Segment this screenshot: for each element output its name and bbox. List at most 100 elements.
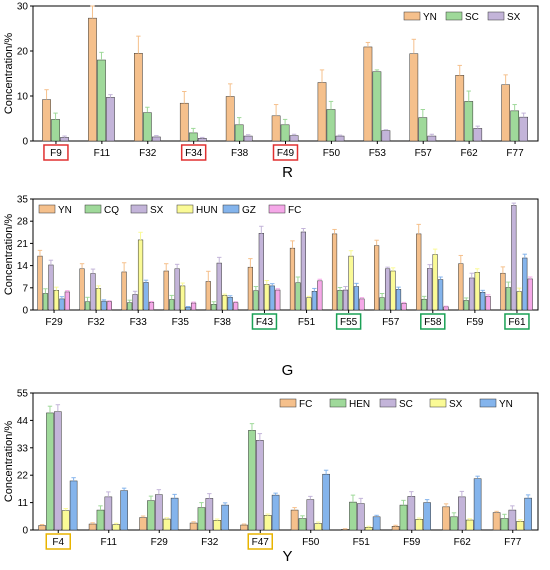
category-label: F77 <box>506 148 524 159</box>
legend-swatch-SX <box>429 398 447 408</box>
bar-FC-F29 <box>139 517 147 531</box>
category-label: F38 <box>214 317 232 328</box>
bar-YN-F38 <box>205 281 211 311</box>
bar-SC-F50 <box>306 499 315 531</box>
bar-FC-F59 <box>391 526 400 531</box>
bar-FC-F43 <box>275 289 281 311</box>
y-tick-label: 0 <box>22 137 28 148</box>
y-tick-label: 0 <box>22 526 28 537</box>
bar-HUN-F61 <box>516 291 522 311</box>
category-label: F32 <box>139 148 157 159</box>
y-tick-label: 0 <box>22 306 28 317</box>
bar-FC-F61 <box>527 278 533 311</box>
bar-CQ-F38 <box>211 304 217 311</box>
bar-SC-F11 <box>97 59 106 142</box>
legend-label: SX <box>150 205 164 216</box>
bar-FC-F35 <box>190 302 197 311</box>
bar-SC-F51 <box>357 503 365 531</box>
bar-SX-F61 <box>511 205 517 311</box>
category-label: F29 <box>151 537 169 548</box>
bar-SC-F4 <box>54 411 62 531</box>
category-label: F34 <box>185 148 203 159</box>
category-highlight-box <box>43 144 69 161</box>
bar-GZ-F61 <box>522 257 528 311</box>
category-highlight-box <box>45 533 71 550</box>
legend-swatch-CQ <box>84 204 102 214</box>
y-tick-label: 30 <box>17 2 29 13</box>
category-label: F61 <box>508 317 526 328</box>
bar-GZ-F35 <box>185 306 191 311</box>
legend-label: HUN <box>196 205 218 216</box>
bar-GZ-F59 <box>480 291 486 311</box>
bar-HUN-F55 <box>348 255 354 311</box>
bar-YN-F58 <box>416 233 422 311</box>
category-label: F29 <box>45 317 63 328</box>
bar-SX-F4 <box>61 510 70 531</box>
bar-HUN-F43 <box>264 284 270 311</box>
plot-frame <box>32 198 539 311</box>
bar-FC-F59 <box>485 296 491 311</box>
bar-SX-F57 <box>384 268 391 311</box>
y-tick-label: 28 <box>17 217 29 228</box>
category-label: F11 <box>94 148 111 159</box>
bar-GZ-F58 <box>438 279 444 311</box>
bar-HUN-F59 <box>474 272 480 311</box>
bar-YN-F50 <box>317 82 327 142</box>
bar-GZ-F55 <box>353 286 360 311</box>
legend-label: YN <box>423 12 437 23</box>
category-label: F43 <box>256 317 274 328</box>
category-label: F51 <box>298 317 316 328</box>
bar-SC-F62 <box>464 101 474 142</box>
bar-YN-F57 <box>409 53 419 142</box>
bar-SC-F57 <box>418 117 428 142</box>
panel-label: Y <box>282 548 292 565</box>
bar-HUN-F33 <box>137 239 144 311</box>
category-label: F9 <box>50 148 62 159</box>
bar-YN-F62 <box>473 478 482 531</box>
bar-YN-F51 <box>372 516 381 531</box>
category-label: F62 <box>454 537 472 548</box>
bar-SX-F11 <box>112 524 121 531</box>
bar-SX-F50 <box>335 135 345 142</box>
bar-HUN-F58 <box>432 254 438 311</box>
category-label: F11 <box>101 537 118 548</box>
bar-YN-F59 <box>458 263 464 311</box>
bar-SX-F77 <box>516 521 525 531</box>
bar-YN-F9 <box>42 99 51 142</box>
bar-FC-F4 <box>38 525 46 531</box>
bar-YN-F77 <box>524 497 532 531</box>
category-label: F32 <box>88 317 106 328</box>
legend-label: CQ <box>104 205 119 216</box>
bar-YN-F61 <box>500 272 506 311</box>
bar-FC-F47 <box>240 524 248 531</box>
legend-swatch-YN <box>479 398 497 408</box>
bar-SC-F32 <box>205 498 214 531</box>
bar-HUN-F32 <box>95 288 102 311</box>
y-tick-label: 11 <box>18 498 29 509</box>
bar-FC-F55 <box>359 298 365 311</box>
bar-CQ-F57 <box>379 297 385 311</box>
category-label: F57 <box>415 148 433 159</box>
bar-CQ-F35 <box>169 299 175 311</box>
bar-GZ-F38 <box>227 297 233 311</box>
bar-YN-F29 <box>170 497 179 531</box>
y-tick-label: 55 <box>17 389 29 400</box>
category-label: F51 <box>353 537 371 548</box>
legend: YN CQ SX HUN GZ FC <box>38 204 301 216</box>
bar-SC-F62 <box>458 496 466 531</box>
bar-SC-F50 <box>326 109 336 142</box>
bar-HEN-F50 <box>298 518 307 531</box>
y-tick-label: 7 <box>22 283 28 294</box>
bar-SX-F51 <box>364 527 373 531</box>
bar-SX-F77 <box>519 116 528 142</box>
legend-label: GZ <box>242 205 256 216</box>
bar-SX-F49 <box>289 135 299 142</box>
bar-CQ-F61 <box>505 287 511 311</box>
bar-YN-F53 <box>363 46 373 142</box>
bar-HUN-F38 <box>222 295 228 311</box>
bar-SX-F38 <box>216 262 222 311</box>
bar-YN-F32 <box>221 504 229 531</box>
bar-YN-F55 <box>331 233 338 311</box>
bar-YN-F43 <box>247 266 253 311</box>
legend-swatch-SX <box>130 204 148 214</box>
